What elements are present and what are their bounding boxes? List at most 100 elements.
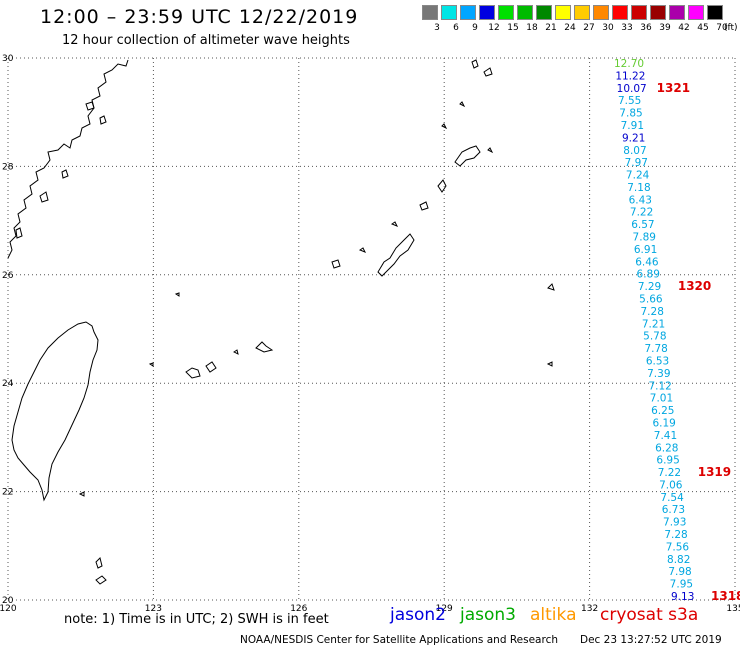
coastline-islets — [78, 101, 555, 585]
coastline-tokunoshima — [437, 179, 447, 193]
legend-label: 27 — [583, 23, 595, 33]
legend-swatch — [555, 5, 571, 20]
legend-label: 33 — [621, 23, 633, 33]
coastline-yaku — [471, 59, 493, 77]
legend-swatch — [498, 5, 514, 20]
wave-height-value: 7.12 — [648, 380, 671, 392]
map-title: 12:00 – 23:59 UTC 12/22/2019 — [40, 6, 359, 28]
wave-height-value: 11.22 — [615, 70, 645, 82]
wave-height-value: 9.13 — [671, 591, 694, 603]
wave-height-value: 7.18 — [627, 182, 650, 194]
wave-height-value: 6.53 — [646, 355, 669, 367]
lon-tick-label: 135 — [726, 604, 740, 614]
wave-height-value: 6.95 — [656, 455, 679, 467]
wave-height-value: 7.22 — [630, 207, 653, 219]
legend-swatch — [669, 5, 685, 20]
wave-height-value: 7.28 — [664, 529, 687, 541]
wave-height-value: 5.66 — [639, 294, 663, 306]
legend-label: 70 — [716, 23, 728, 33]
coastline-china-islands — [15, 101, 107, 239]
lon-tick-label: 129 — [436, 604, 453, 614]
legend-label: 45 — [697, 23, 709, 33]
wave-height-value: 7.54 — [660, 492, 684, 504]
track-time-label: 1318 — [711, 589, 740, 603]
legend-swatch — [536, 5, 552, 20]
wave-height-value: 12.70 — [614, 58, 644, 70]
legend-swatch — [441, 5, 457, 20]
footer-timestamp: Dec 23 13:27:52 UTC 2019 — [580, 634, 722, 646]
wave-height-value: 6.19 — [652, 417, 675, 429]
lat-tick-label: 22 — [2, 488, 13, 498]
lon-tick-label: 123 — [145, 604, 162, 614]
wave-height-value: 7.93 — [663, 517, 686, 529]
axis-labels: 120 123 126 129 132 135 30 28 26 24 22 20 — [0, 54, 740, 614]
track-time-label: 1321 — [657, 81, 690, 95]
wave-height-value: 7.39 — [647, 368, 670, 380]
lat-tick-label: 24 — [2, 379, 14, 389]
wave-height-value: 7.98 — [668, 566, 691, 578]
wave-height-value: 8.82 — [667, 554, 690, 566]
wave-height-value: 7.28 — [641, 306, 664, 318]
legend-label: 12 — [488, 23, 500, 33]
wave-height-value: 7.78 — [644, 343, 667, 355]
satellite-name: cryosat s3a — [600, 605, 699, 625]
legend-label: 30 — [602, 23, 614, 33]
altimeter-track: 12.7011.2210.077.557.857.919.218.077.977… — [614, 58, 740, 603]
satellite-name: jason3 — [460, 605, 516, 625]
wave-height-value: 7.91 — [621, 120, 644, 132]
coastline-miyako — [255, 341, 274, 353]
wave-height-value: 6.25 — [651, 405, 674, 417]
wave-height-value: 5.78 — [643, 331, 666, 343]
legend-swatch — [688, 5, 704, 20]
lon-tick-label: 132 — [581, 604, 598, 614]
wave-height-value: 7.29 — [638, 281, 661, 293]
legend-swatch — [574, 5, 590, 20]
wave-height-value: 7.85 — [619, 108, 642, 120]
wave-height-value: 6.28 — [655, 442, 678, 454]
wave-height-value: 7.06 — [659, 479, 683, 491]
legend-swatch — [631, 5, 647, 20]
track-time-label: 1319 — [698, 465, 731, 479]
wave-height-value: 7.89 — [633, 232, 656, 244]
legend-swatch — [460, 5, 476, 20]
lat-tick-label: 28 — [2, 162, 14, 172]
legend-swatch — [707, 5, 723, 20]
legend-swatch — [422, 5, 438, 20]
wave-height-value: 7.97 — [625, 157, 648, 169]
legend-label: 39 — [659, 23, 671, 33]
legend-label: 36 — [640, 23, 652, 33]
wave-height-value: 7.21 — [642, 318, 665, 330]
legend-label: 24 — [564, 23, 576, 33]
wave-height-value: 7.01 — [650, 393, 673, 405]
legend-label: 15 — [507, 23, 519, 33]
wave-height-value: 6.46 — [635, 256, 659, 268]
legend-swatch — [650, 5, 666, 20]
map-subtitle: 12 hour collection of altimeter wave hei… — [62, 33, 350, 48]
satellite-name: jason2 — [390, 605, 446, 625]
footer-credit: NOAA/NESDIS Center for Satellite Applica… — [240, 634, 558, 646]
legend-label: 21 — [545, 23, 557, 33]
coastline-china — [7, 59, 129, 259]
wave-height-value: 7.24 — [626, 170, 650, 182]
legend-swatch — [612, 5, 628, 20]
lat-tick-label: 20 — [2, 596, 14, 606]
wave-height-value: 7.95 — [670, 579, 693, 591]
lon-tick-label: 120 — [0, 604, 17, 614]
coastline-okinawa — [377, 233, 415, 277]
wave-height-value: 7.22 — [658, 467, 681, 479]
wave-height-value: 6.89 — [637, 269, 660, 281]
legend-unit: (ft) — [724, 23, 738, 33]
wave-height-value: 10.07 — [617, 83, 647, 95]
wave-height-value: 9.21 — [622, 132, 645, 144]
legend-label: 42 — [678, 23, 690, 33]
coastline-ishigaki — [185, 361, 217, 379]
wave-height-value: 6.43 — [629, 194, 652, 206]
satellite-name: altika — [530, 605, 577, 625]
legend-label: 18 — [526, 23, 538, 33]
lat-tick-label: 30 — [2, 54, 14, 64]
coastline-amami — [454, 145, 481, 167]
lat-tick-label: 26 — [2, 271, 14, 281]
coastline-okinoerabu — [419, 201, 429, 211]
coastline-taiwan — [11, 321, 99, 502]
